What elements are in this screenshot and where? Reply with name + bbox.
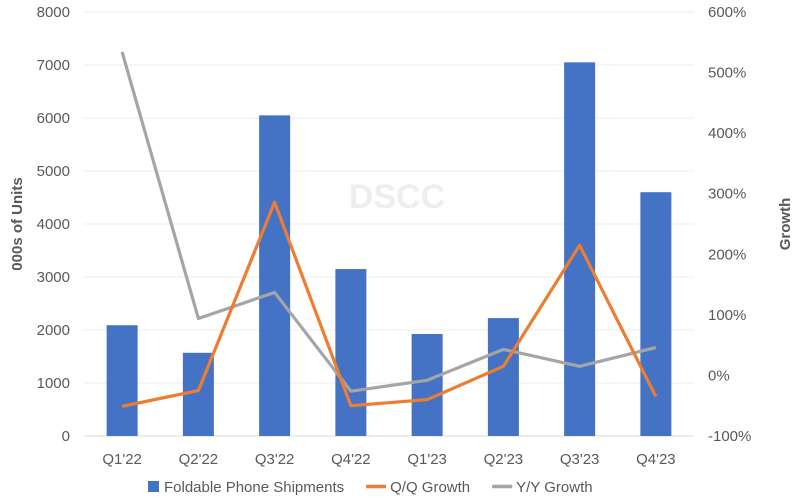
x-axis-ticks: Q1'22 Q2'22 Q3'22 Q4'22 Q1'23 Q2'23 Q3'23 Q4'23 [102, 451, 675, 468]
y-tick-label: 5000 [37, 163, 70, 180]
bar-Q1'23 [411, 333, 443, 436]
y2-tick-label: 100% [708, 307, 746, 324]
line-y-y-growth [120, 51, 657, 393]
y-tick-label: 1000 [37, 375, 70, 392]
gridlines [84, 11, 694, 437]
lines [120, 51, 658, 408]
x-tick-label: Q4'22 [331, 451, 371, 468]
right-axis-ticks: -100% 0% 100% 200% 300% 400% 500% 600% [708, 4, 751, 445]
line-q-q-growth [121, 200, 658, 408]
bar-Q4'22 [335, 269, 367, 436]
legend-label: Q/Q Growth [390, 479, 470, 496]
y-tick-label: 3000 [37, 269, 70, 286]
legend-label: Foldable Phone Shipments [164, 479, 344, 496]
x-tick-label: Q1'23 [407, 451, 447, 468]
y-tick-label: 6000 [37, 110, 70, 127]
y2-tick-label: -100% [708, 428, 751, 445]
y-tick-label: 7000 [37, 57, 70, 74]
y2-tick-label: 600% [708, 4, 746, 21]
left-axis-ticks: 0 1000 2000 3000 4000 5000 6000 7000 8000 [37, 4, 70, 445]
x-tick-label: Q1'22 [102, 451, 142, 468]
bar-Q2'23 [487, 318, 519, 436]
x-tick-label: Q2'23 [484, 451, 524, 468]
watermark: DSCC [349, 178, 445, 216]
bar-Q3'22 [259, 115, 291, 436]
y-axis-title: 000s of Units [9, 177, 26, 270]
y2-tick-label: 200% [708, 246, 746, 263]
x-tick-label: Q3'22 [255, 451, 295, 468]
y2-tick-label: 500% [708, 65, 746, 82]
x-tick-label: Q3'23 [560, 451, 600, 468]
legend: Foldable Phone Shipments Q/Q Growth Y/Y Gr… [148, 479, 593, 496]
y-tick-label: 8000 [37, 4, 70, 21]
bars [106, 62, 672, 436]
x-tick-label: Q4'23 [636, 451, 676, 468]
y2-axis-title: Growth [777, 198, 794, 251]
y2-tick-label: 300% [708, 186, 746, 203]
y2-tick-label: 400% [708, 125, 746, 142]
x-tick-label: Q2'22 [179, 451, 219, 468]
bar-Q3'23 [564, 62, 596, 436]
y-tick-label: 4000 [37, 216, 70, 233]
legend-label: Y/Y Growth [516, 479, 592, 496]
y-tick-label: 2000 [37, 322, 70, 339]
y-tick-label: 0 [62, 428, 70, 445]
bar-Q4'23 [640, 192, 672, 436]
legend-swatch [148, 481, 159, 492]
bar-Q1'22 [106, 325, 138, 436]
y2-tick-label: 0% [708, 367, 730, 384]
